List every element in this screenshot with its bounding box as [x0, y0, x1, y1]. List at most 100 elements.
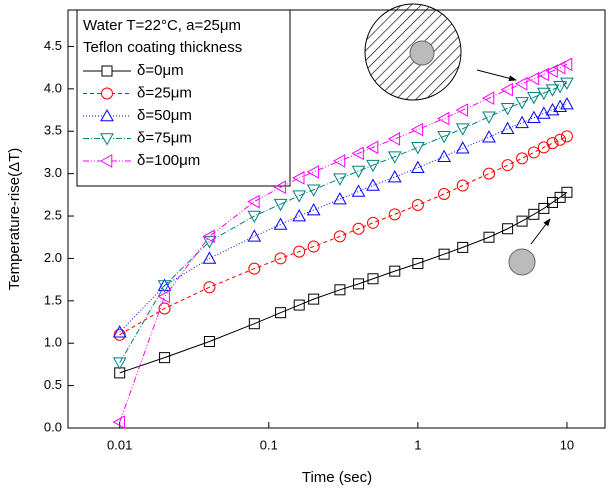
y-axis-label: Temperature-rise(ΔT)	[6, 148, 23, 291]
marker	[526, 71, 540, 86]
marker	[273, 198, 288, 212]
marker	[438, 248, 450, 260]
marker	[560, 97, 574, 110]
x-tick-label: 0.01	[107, 437, 132, 452]
marker	[553, 99, 567, 112]
marker	[293, 245, 306, 258]
y-tick-label: 0.5	[44, 377, 62, 392]
marker	[203, 336, 215, 348]
marker	[157, 289, 170, 304]
marker	[334, 284, 346, 296]
plot-frame	[67, 9, 606, 429]
marker	[560, 77, 574, 90]
marker	[157, 280, 172, 293]
marker	[527, 110, 541, 123]
marker	[351, 184, 366, 197]
series-line	[119, 82, 568, 363]
y-tick-label: 1.0	[44, 335, 62, 350]
bare-wire-icon	[508, 248, 536, 276]
marker	[457, 241, 469, 253]
marker	[202, 251, 217, 264]
marker	[273, 217, 288, 230]
x-tick-label: 1	[414, 437, 421, 452]
marker	[410, 122, 424, 137]
marker	[351, 146, 364, 161]
marker	[365, 140, 379, 155]
marker	[389, 265, 401, 277]
marker	[546, 137, 559, 150]
marker	[333, 230, 346, 243]
marker	[306, 184, 321, 197]
y-tick-label: 4.0	[44, 80, 62, 95]
marker	[482, 111, 496, 124]
marker	[545, 103, 560, 116]
marker	[248, 318, 260, 330]
marker	[481, 91, 495, 106]
marker	[545, 84, 560, 97]
marker	[366, 159, 380, 173]
marker	[527, 92, 541, 105]
marker	[482, 130, 496, 143]
marker	[387, 170, 402, 183]
marker	[273, 180, 286, 195]
legend-label: δ=100μm	[137, 152, 200, 169]
marker	[351, 165, 366, 179]
marker	[437, 149, 451, 162]
marker	[437, 131, 451, 144]
y-tick-label: 2.5	[44, 207, 62, 222]
x-axis-label: Time (sec)	[302, 469, 372, 486]
marker	[333, 173, 347, 186]
marker	[527, 146, 540, 159]
marker	[411, 199, 424, 212]
marker	[101, 87, 113, 100]
arrow	[476, 69, 517, 82]
marker	[333, 192, 347, 205]
marker	[274, 252, 287, 265]
marker	[561, 186, 573, 198]
marker	[501, 159, 514, 172]
y-tick-label: 3.0	[44, 165, 62, 180]
marker	[411, 142, 425, 155]
legend-label: δ=25μm	[137, 84, 192, 101]
marker	[455, 123, 470, 136]
legend-label: δ=75μm	[137, 129, 192, 146]
marker	[202, 236, 217, 249]
marker	[113, 328, 126, 341]
marker	[516, 215, 528, 227]
marker	[247, 210, 262, 224]
marker	[292, 171, 305, 185]
marker	[483, 231, 495, 243]
marker	[367, 273, 379, 285]
marker	[293, 299, 305, 311]
legend-box	[76, 9, 291, 187]
marker	[515, 115, 529, 129]
marker	[516, 152, 529, 165]
marker	[545, 64, 558, 78]
marker	[560, 130, 573, 143]
y-tick-label: 1.5	[44, 292, 62, 307]
marker	[99, 154, 113, 168]
legend-label: δ=0μm	[137, 62, 184, 79]
marker	[559, 57, 573, 72]
series-line	[119, 191, 568, 374]
marker	[112, 357, 127, 370]
marker	[366, 216, 379, 229]
y-tick-label: 4.5	[44, 38, 62, 53]
marker	[100, 108, 114, 122]
marker	[538, 202, 550, 214]
marker	[437, 111, 450, 126]
marker	[306, 165, 319, 179]
marker	[554, 133, 567, 146]
marker	[247, 229, 262, 242]
marker	[553, 81, 567, 94]
marker	[306, 203, 321, 216]
wire-core-icon	[409, 40, 435, 66]
marker	[536, 67, 550, 82]
marker	[100, 133, 114, 146]
marker	[515, 97, 529, 110]
y-tick-label: 2.0	[44, 250, 62, 265]
marker	[455, 141, 470, 154]
marker	[500, 121, 515, 135]
marker	[101, 65, 113, 77]
